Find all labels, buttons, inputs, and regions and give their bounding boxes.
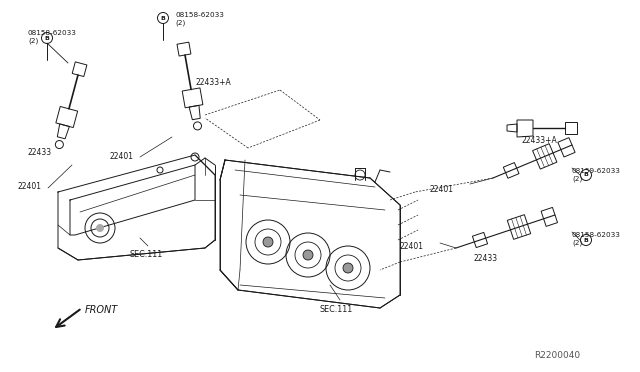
Text: 22401: 22401 xyxy=(400,242,424,251)
Text: (2): (2) xyxy=(28,38,38,45)
Text: 22401: 22401 xyxy=(110,152,134,161)
Text: 08158-62033: 08158-62033 xyxy=(28,30,77,36)
Text: 08158-62033: 08158-62033 xyxy=(175,12,224,18)
Text: B: B xyxy=(584,173,588,177)
Text: 22433: 22433 xyxy=(28,148,52,157)
Text: 22401: 22401 xyxy=(430,185,454,194)
Circle shape xyxy=(343,263,353,273)
Text: 22433+A: 22433+A xyxy=(196,78,232,87)
Text: (2): (2) xyxy=(175,20,185,26)
Text: SEC.111: SEC.111 xyxy=(130,250,163,259)
Circle shape xyxy=(263,237,273,247)
Text: B: B xyxy=(45,35,49,41)
Circle shape xyxy=(157,13,168,23)
Text: B: B xyxy=(584,237,588,243)
Circle shape xyxy=(580,234,591,246)
Text: B: B xyxy=(161,16,165,20)
Circle shape xyxy=(580,170,591,180)
Text: 22433: 22433 xyxy=(474,254,498,263)
Circle shape xyxy=(96,224,104,232)
Text: (2): (2) xyxy=(572,240,582,247)
Text: 22401: 22401 xyxy=(18,182,42,191)
Text: 08159-62033: 08159-62033 xyxy=(572,168,621,174)
Text: 08158-62033: 08158-62033 xyxy=(572,232,621,238)
Text: SEC.111: SEC.111 xyxy=(320,305,353,314)
Text: R2200040: R2200040 xyxy=(534,351,580,360)
Text: (2): (2) xyxy=(572,176,582,183)
Circle shape xyxy=(303,250,313,260)
Circle shape xyxy=(42,32,52,44)
Text: 22433+A: 22433+A xyxy=(522,136,557,145)
Text: FRONT: FRONT xyxy=(85,305,118,315)
